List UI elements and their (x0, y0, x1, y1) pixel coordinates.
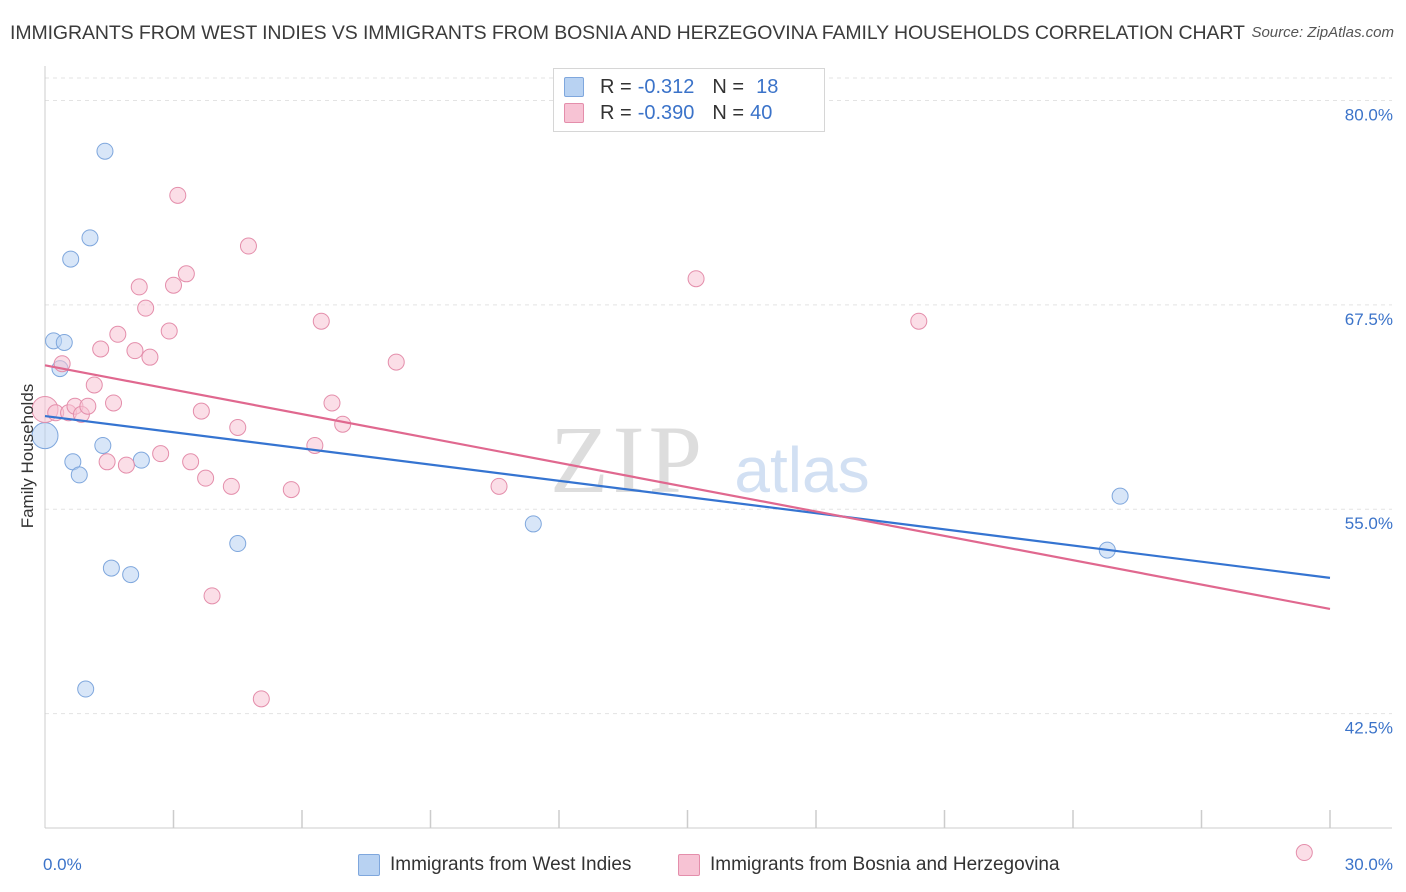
stats-box: R = -0.312 N = 18 R = -0.390 N = 40 (553, 68, 825, 132)
west-indies-point (94, 436, 112, 454)
r-value: -0.312 (637, 75, 695, 98)
bosnia-point (182, 453, 200, 471)
bosnia-point (177, 265, 195, 283)
bosnia-point (152, 445, 170, 463)
blue-swatch-icon (358, 854, 380, 876)
source-credit: Source: ZipAtlas.com (1251, 24, 1394, 41)
bosnia-point (282, 481, 300, 499)
bosnia-point (323, 394, 341, 412)
west-indies-point (1111, 487, 1129, 505)
bosnia-point (79, 397, 97, 415)
r-label: R = (600, 101, 632, 124)
legend-item-bosnia[interactable]: Immigrants from Bosnia and Herzegovina (678, 852, 1060, 878)
x-tick-label: 0.0% (43, 855, 82, 874)
data-points (31, 142, 1313, 862)
bosnia-point (165, 276, 182, 294)
x-tick-label: 30.0% (1345, 855, 1393, 874)
bosnia-point (137, 299, 155, 317)
west-indies-point (132, 451, 150, 469)
bosnia-point (252, 690, 270, 708)
legend-label: Immigrants from Bosnia and Herzegovina (710, 854, 1060, 875)
west-indies-point (55, 333, 73, 351)
bosnia-point (239, 237, 257, 255)
bosnia-point (197, 469, 215, 487)
west-indies-point (62, 250, 80, 268)
west-indies-point (96, 142, 114, 160)
bosnia-trend-line (44, 364, 1331, 611)
legend-label: Immigrants from West Indies (390, 854, 632, 875)
west-indies-point (77, 680, 95, 698)
west-indies-point (81, 229, 99, 247)
bosnia-point (910, 312, 928, 330)
watermark: ZIP atlas (550, 406, 870, 513)
bosnia-point (312, 312, 330, 330)
y-tick-label: 80.0% (1345, 106, 1393, 125)
watermark-atlas: atlas (734, 434, 869, 506)
pink-swatch-icon (564, 103, 584, 123)
n-value: 40 (750, 101, 773, 124)
y-axis-label: Family Households (18, 383, 37, 529)
bosnia-point (1295, 844, 1313, 862)
bosnia-point (92, 340, 110, 358)
legend-item-west-indies[interactable]: Immigrants from West Indies (358, 852, 631, 878)
n-label: N = (712, 101, 745, 124)
bosnia-point (126, 342, 144, 360)
bosnia-point (85, 376, 103, 394)
n-value: 18 (756, 75, 779, 98)
bosnia-point (105, 394, 123, 412)
bosnia-point (141, 348, 159, 366)
bosnia-point (387, 353, 405, 371)
west-indies-trend-line (44, 414, 1331, 579)
west-indies-point (122, 566, 140, 584)
west-indies-point (229, 535, 247, 553)
west-indies-point (102, 559, 120, 577)
bosnia-point (98, 453, 116, 471)
y-tick-label: 67.5% (1345, 310, 1393, 329)
bosnia-point (334, 415, 352, 433)
bosnia-point (229, 418, 247, 436)
r-label: R = (600, 75, 632, 98)
blue-swatch-icon (564, 77, 584, 97)
bosnia-point (203, 587, 221, 605)
n-label: N = (712, 75, 745, 98)
bosnia-point (222, 477, 240, 495)
bosnia-point (160, 322, 178, 340)
chart-title: IMMIGRANTS FROM WEST INDIES VS IMMIGRANT… (10, 22, 1245, 44)
tick-labels: 42.5% 55.0% 67.5% 80.0% 0.0% 30.0% (43, 106, 1393, 874)
bosnia-point (490, 477, 508, 495)
bosnia-point (169, 186, 187, 204)
bosnia-point (117, 456, 135, 474)
west-indies-point (70, 466, 88, 484)
bosnia-point (687, 270, 705, 288)
stats-row-bosnia: R = -0.390 N = 40 (564, 101, 772, 125)
pink-swatch-icon (678, 854, 700, 876)
y-tick-label: 55.0% (1345, 514, 1393, 533)
bosnia-point (192, 402, 210, 420)
west-indies-point (524, 515, 542, 533)
y-tick-label: 42.5% (1345, 719, 1393, 738)
r-value: -0.390 (637, 101, 695, 124)
trend-lines (44, 364, 1331, 611)
bosnia-point (109, 325, 127, 343)
bosnia-point (130, 278, 148, 296)
stats-row-west-indies: R = -0.312 N = 18 (564, 75, 778, 99)
grid (45, 77, 1392, 715)
